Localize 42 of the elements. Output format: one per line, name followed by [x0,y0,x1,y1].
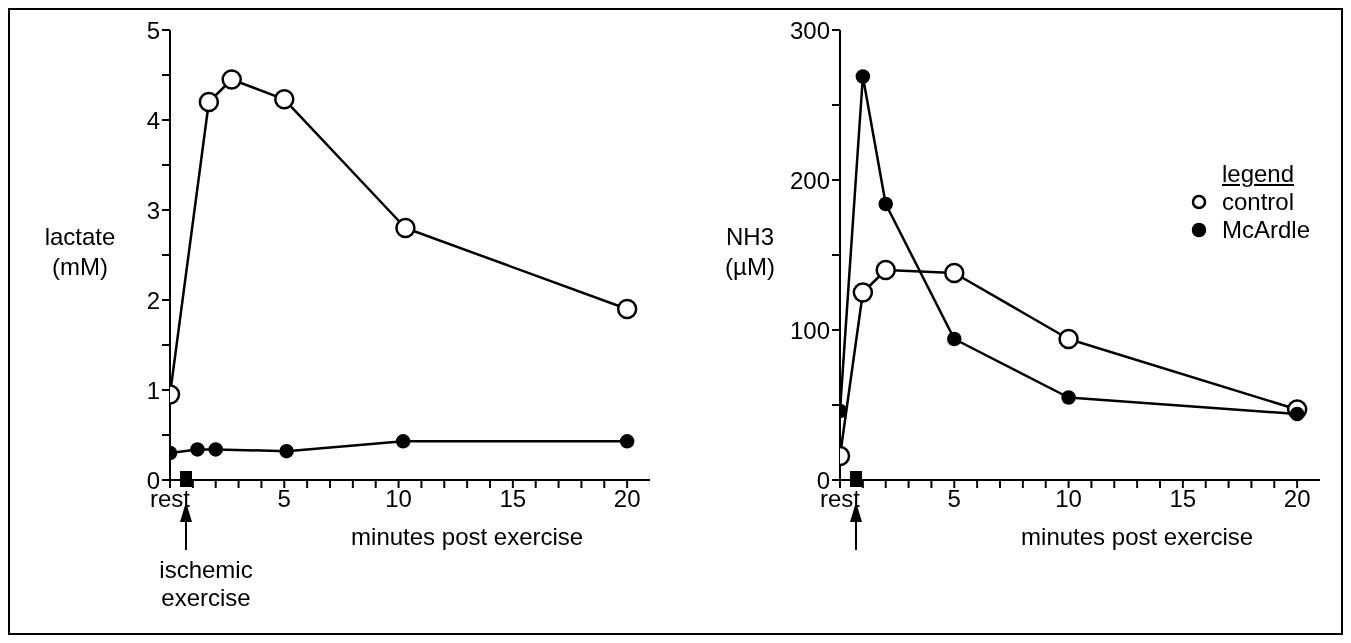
point [279,443,294,459]
point [208,442,223,457]
point [855,69,871,84]
x-tick-label: 20 [1283,485,1311,513]
legend-title: legend [1221,160,1296,188]
text: ischemic exercise [159,556,253,611]
y-tick-label: 4 [146,106,160,134]
x-axis-title: minutes post exercise [1021,523,1254,550]
point [198,91,220,113]
point [395,217,416,239]
y-tick-label: 300 [789,16,830,44]
y-tick-label: 2 [146,286,160,314]
point [616,298,638,320]
point [221,69,242,90]
x-tick-label: 5 [947,485,961,513]
x-axis-title: minutes post exercise [351,523,584,550]
x-tick-label: 5 [277,485,291,513]
point [190,442,205,457]
point [619,434,635,449]
y-tick-label: 1 [146,376,160,404]
y-axis-title: NH3 (µM) [725,223,775,280]
y-tick-label: 200 [789,166,830,194]
point [1061,390,1076,405]
point [1058,328,1079,350]
y-tick-label: 100 [789,316,830,344]
point [947,331,962,347]
x-tick-label: 20 [613,485,641,513]
point [875,259,896,281]
point [944,262,965,284]
x-tick-label: 15 [499,485,527,513]
x-tick-label: 10 [385,485,412,513]
y-tick-label: 5 [146,16,160,44]
legend-label: control [1221,188,1295,216]
point [878,196,893,212]
legend-label: McArdle [1221,216,1310,244]
x-tick-label: 15 [1169,485,1197,513]
point [395,434,411,449]
point [852,282,874,303]
y-axis-title: lactate (mM) [44,223,116,280]
y-tick-label: 3 [146,196,160,224]
x-tick-label: 10 [1055,485,1082,513]
point [274,89,295,110]
